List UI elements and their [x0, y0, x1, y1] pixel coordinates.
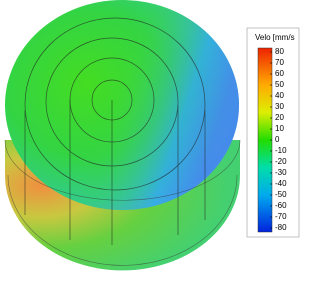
tick-label: 70 [275, 58, 284, 67]
colorbar [257, 47, 273, 233]
legend-title: Velo [mm/s [255, 33, 295, 42]
tick-label: 10 [275, 124, 284, 133]
tick-label: -50 [275, 190, 287, 199]
tick-label: -70 [275, 212, 287, 221]
tick-label: -80 [275, 223, 287, 232]
render [4, 0, 241, 271]
tick-label: 50 [275, 80, 284, 89]
cylinder-shade [5, 0, 239, 210]
screen: Velo [mm/s 80 70 60 50 40 30 20 10 0 -10 -20 -30 -40… [4, 0, 300, 271]
tick-label: 60 [275, 69, 284, 78]
tick-label: 80 [275, 47, 284, 56]
tick-label: 20 [275, 113, 284, 122]
tick-label: 30 [275, 102, 284, 111]
rings [24, 17, 206, 245]
tick-label: 40 [275, 91, 284, 100]
legend: Velo [mm/s [246, 27, 300, 238]
legend-box [246, 27, 300, 238]
tick-label: -20 [275, 157, 287, 166]
tick-label: -30 [275, 168, 287, 177]
tick-label: 0 [275, 135, 280, 144]
tick-label: -40 [275, 179, 287, 188]
tick-label: -10 [275, 146, 287, 155]
tick-label: -60 [275, 201, 287, 210]
